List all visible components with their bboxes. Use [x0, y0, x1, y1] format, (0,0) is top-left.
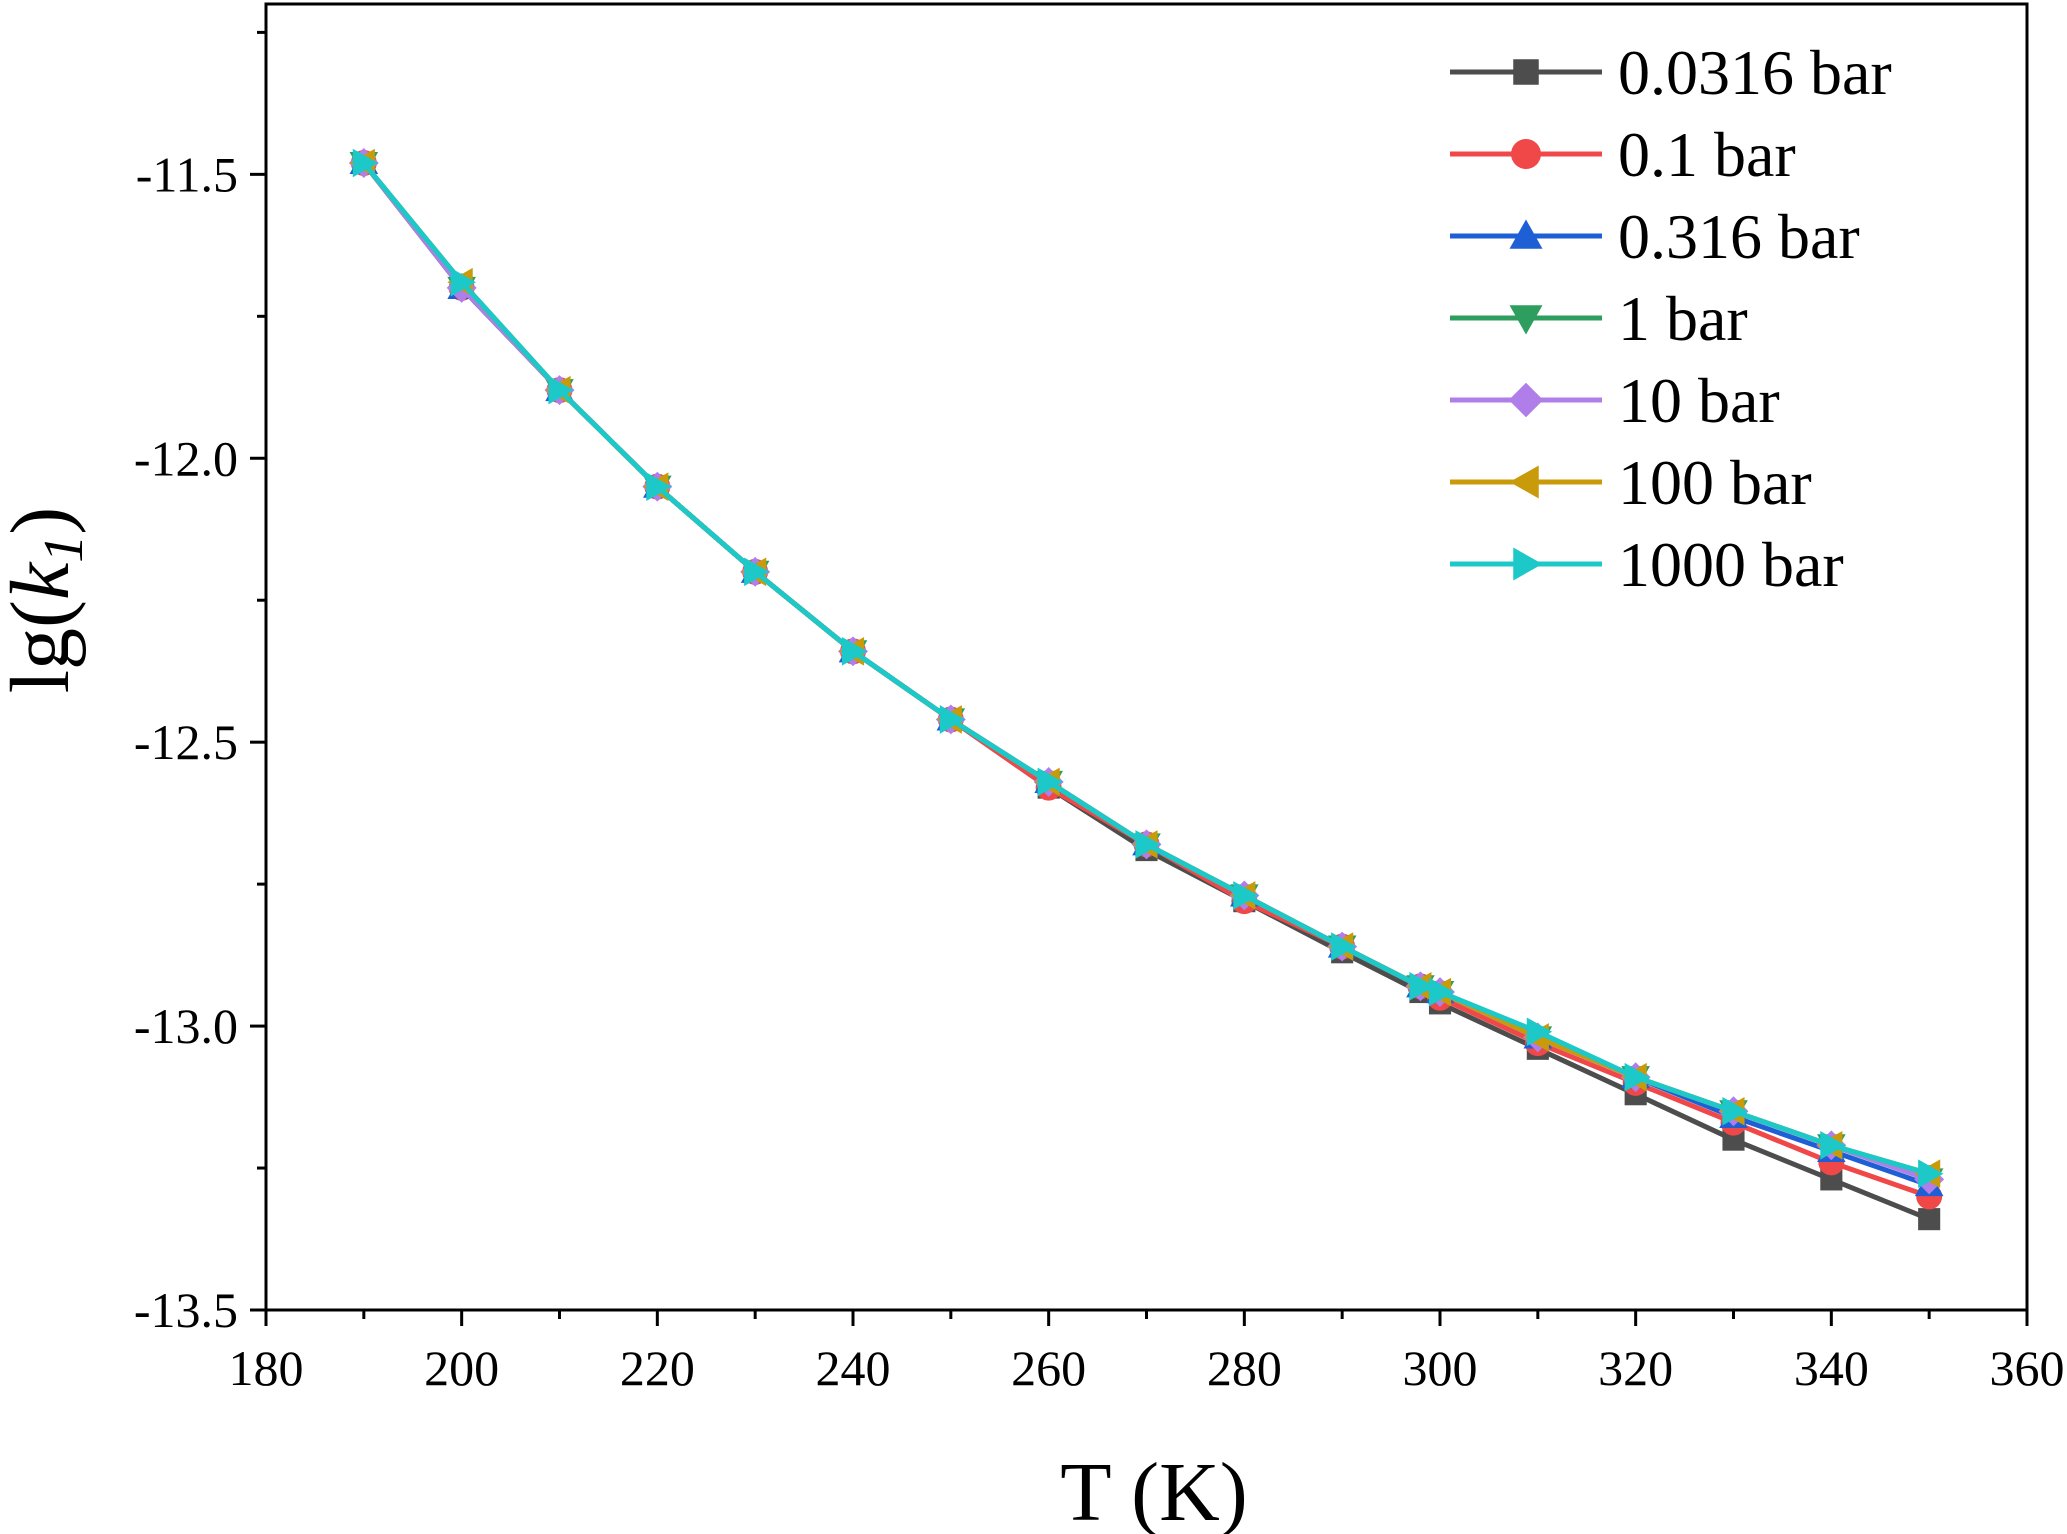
- legend-label: 10 bar: [1618, 365, 1780, 436]
- y-tick-label: -12.0: [134, 430, 238, 486]
- legend-label: 100 bar: [1618, 447, 1812, 518]
- legend-marker: [1513, 59, 1539, 85]
- y-axis-title-suffix: ): [0, 507, 87, 535]
- x-tick-label: 240: [816, 1340, 891, 1396]
- legend-label: 0.0316 bar: [1618, 37, 1892, 108]
- y-tick-label: -11.5: [136, 146, 238, 202]
- data-point: [1624, 1062, 1650, 1092]
- data-point: [1820, 1131, 1846, 1160]
- legend-marker: [1509, 219, 1543, 249]
- plot-border: [264, 2, 2029, 1312]
- data-point: [1918, 1159, 1944, 1189]
- y-axis-ticks: -13.5 -13.0 -12.5 -12.0 -11.5: [134, 30, 266, 1338]
- legend-marker: [1513, 547, 1543, 581]
- legend-entry: 100 bar: [1450, 447, 1812, 518]
- x-axis-title: T (K): [1060, 1446, 1247, 1534]
- x-tick-label: 340: [1794, 1340, 1869, 1396]
- legend-entry: 0.1 bar: [1450, 119, 1796, 190]
- data-point: [1135, 830, 1161, 859]
- x-tick-label: 180: [229, 1340, 304, 1396]
- y-tick-label: -12.5: [134, 714, 238, 770]
- plot-frame: [264, 2, 2029, 1312]
- series-line: [361, 161, 1930, 1177]
- x-tick-label: 220: [620, 1340, 695, 1396]
- data-point: [450, 267, 476, 297]
- legend-marker: [1508, 382, 1544, 418]
- data-point: [1722, 1096, 1748, 1126]
- legend-entry: 0.316 bar: [1450, 201, 1860, 272]
- x-tick-label: 320: [1598, 1340, 1673, 1396]
- legend-entry: 10 bar: [1450, 365, 1780, 436]
- data-point: [1918, 1208, 1941, 1231]
- x-axis-ticks: 180 200 220 240 260 280 300 320 340 360: [229, 1310, 2065, 1396]
- data-point: [1037, 767, 1063, 797]
- x-tick-label: 360: [1990, 1340, 2065, 1396]
- legend: 0.0316 bar 0.1 bar 0.316 bar 1 bar 10 bar 100…: [1450, 37, 1892, 600]
- legend-entry: 1000 bar: [1450, 529, 1844, 600]
- x-tick-label: 300: [1403, 1340, 1478, 1396]
- data-point: [646, 472, 672, 501]
- series-1000-bar: [352, 148, 1944, 1189]
- y-axis-title-variable: k: [0, 561, 87, 600]
- x-tick-label: 200: [424, 1340, 499, 1396]
- data-point: [1409, 972, 1435, 1001]
- legend-marker: [1509, 465, 1539, 499]
- data-point: [939, 705, 966, 734]
- data-point: [1331, 932, 1357, 961]
- legend-marker: [1509, 305, 1543, 335]
- data-point: [1428, 977, 1455, 1007]
- legend-entry: 1 bar: [1450, 283, 1748, 354]
- legend-label: 1 bar: [1618, 283, 1748, 354]
- legend-label: 0.316 bar: [1618, 201, 1860, 272]
- data-point: [744, 557, 770, 587]
- data-point: [1526, 1017, 1553, 1047]
- data-point: [841, 637, 868, 666]
- x-tick-label: 260: [1011, 1340, 1086, 1396]
- y-axis-title-prefix: lg(: [0, 600, 87, 693]
- y-tick-label: -13.0: [134, 998, 238, 1054]
- y-axis-title: lg(k1): [0, 507, 95, 694]
- legend-entry: 0.0316 bar: [1450, 37, 1892, 108]
- data-point: [548, 375, 574, 405]
- x-tick-label: 280: [1207, 1340, 1282, 1396]
- legend-marker: [1511, 139, 1541, 169]
- series-layer: [348, 148, 1945, 1231]
- legend-label: 0.1 bar: [1618, 119, 1796, 190]
- y-tick-label: -13.5: [134, 1282, 238, 1338]
- data-point: [1233, 881, 1259, 910]
- legend-label: 1000 bar: [1618, 529, 1844, 600]
- data-point: [352, 148, 379, 178]
- y-axis-title-subscript: 1: [33, 535, 95, 563]
